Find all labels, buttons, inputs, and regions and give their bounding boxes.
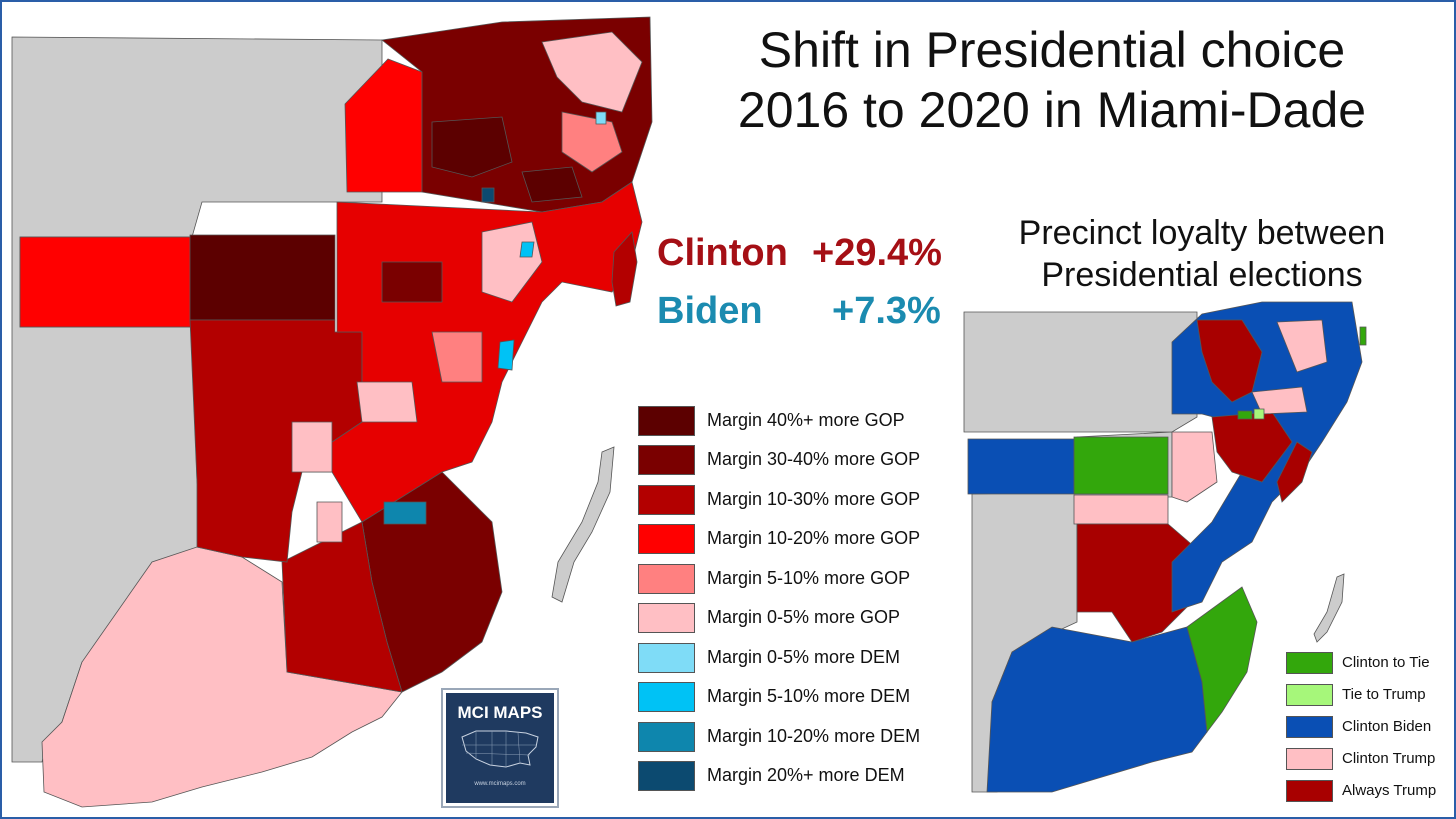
legend-label: Margin 5-10% more GOP — [707, 568, 911, 588]
biden-label: Biden — [657, 290, 763, 332]
legend-swatch — [638, 603, 695, 633]
map-island — [551, 446, 615, 603]
subtitle-line-2: Presidential elections — [1041, 256, 1363, 294]
legend-label: Clinton Biden — [1342, 718, 1432, 735]
legend-swatch — [638, 761, 695, 791]
clinton-value: +29.4% — [812, 232, 942, 274]
legend-swatch — [638, 524, 695, 554]
legend-swatch — [1286, 748, 1333, 770]
map2-blue-south — [986, 626, 1208, 793]
map-region-pink-south — [41, 546, 403, 808]
legend-label: Clinton Trump — [1342, 750, 1436, 767]
map2-green-se — [1186, 586, 1258, 734]
legend-swatch — [638, 643, 695, 673]
us-map-icon — [461, 730, 539, 768]
logo-url: www.mcimaps.com — [474, 781, 526, 787]
map2-pink-strip — [1073, 494, 1169, 525]
legend-label: Margin 10-30% more GOP — [707, 489, 921, 509]
map2-red-north — [1196, 319, 1263, 403]
legend-label: Margin 30-40% more GOP — [707, 449, 921, 469]
legend-swatch — [1286, 780, 1333, 802]
legend-label: Always Trump — [1342, 782, 1437, 799]
legend-label: Margin 5-10% more DEM — [707, 686, 911, 706]
biden-value: +7.3% — [832, 290, 941, 332]
page-title: Shift in Presidential choice 2016 to 202… — [642, 20, 1454, 140]
logo-text: MCI MAPS — [457, 703, 543, 722]
map2-green-center — [1073, 436, 1169, 495]
legend-swatch — [638, 485, 695, 515]
legend-label: Margin 40%+ more GOP — [707, 410, 905, 430]
legend-label: Margin 0-5% more GOP — [707, 607, 901, 627]
legend-label: Margin 20%+ more DEM — [707, 765, 905, 785]
legend-swatch — [638, 564, 695, 594]
legend-label: Margin 10-20% more GOP — [707, 528, 921, 548]
subtitle-line-1: Precinct loyalty between — [1018, 214, 1386, 252]
legend-swatch — [638, 722, 695, 752]
legend-label: Margin 10-20% more DEM — [707, 726, 921, 746]
legend-swatch — [1286, 652, 1333, 674]
loyalty-subtitle: Precinct loyalty between Presidential el… — [962, 212, 1442, 296]
legend-label: Clinton to Tie — [1342, 654, 1430, 671]
legend-swatch — [638, 445, 695, 475]
legend-label: Tie to Trump — [1342, 686, 1426, 703]
legend-swatch — [638, 406, 695, 436]
legend-swatch — [1286, 716, 1333, 738]
map2-red-sw — [1076, 523, 1213, 643]
legend-label: Margin 0-5% more DEM — [707, 647, 901, 667]
map2-island — [1313, 573, 1345, 643]
mci-maps-logo: MCI MAPS www.mcimaps.com — [443, 690, 557, 806]
title-line-1: Shift in Presidential choice — [758, 22, 1346, 78]
map2-blue-west — [967, 438, 1075, 495]
clinton-label: Clinton — [657, 232, 788, 274]
legend-swatch — [638, 682, 695, 712]
legend-swatch — [1286, 684, 1333, 706]
title-line-2: 2016 to 2020 in Miami-Dade — [737, 82, 1367, 138]
